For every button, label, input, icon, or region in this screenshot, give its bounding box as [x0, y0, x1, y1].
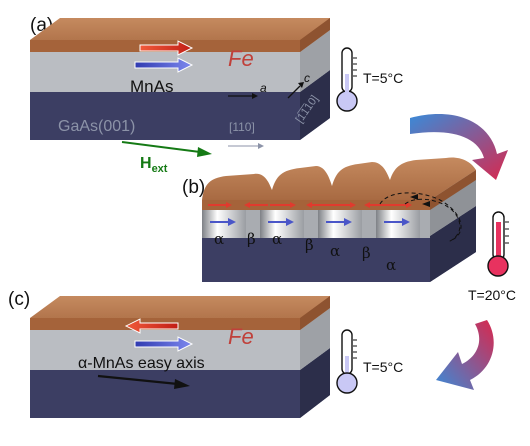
beta-stripe	[420, 200, 430, 238]
phase-label: α	[386, 256, 396, 274]
fe-label-a: Fe	[228, 46, 254, 71]
panel-a: (a) Fe MnAs a c GaAs(001) [110] [1̅1̅10]…	[30, 15, 403, 175]
temperature-label-c: T=5°C	[363, 359, 403, 375]
mnas-moment-arrow-a	[134, 57, 194, 73]
axis-c-label: c	[304, 71, 310, 85]
easy-axis-arrow	[97, 374, 179, 386]
fe-label-c: Fe	[228, 324, 254, 349]
panel-label-b: (b)	[182, 177, 205, 198]
panel-c: (c) Fe α-MnAs easy axis T=5°C	[8, 289, 403, 418]
gaas-substrate-b	[202, 206, 476, 282]
curved-arrow-icon	[410, 114, 508, 180]
fe-moment-arrow-c	[124, 318, 179, 334]
direction-110-label: [110]	[229, 120, 255, 134]
field-label: Hext	[140, 155, 168, 175]
thermometer-cold-icon	[336, 329, 358, 394]
gaas-label: GaAs(001)	[58, 118, 135, 135]
panel-label-c: (c)	[8, 289, 30, 310]
temperature-label-a: T=5°C	[363, 70, 403, 86]
axis-a-label: a	[260, 81, 267, 95]
phase-label: α	[330, 242, 340, 260]
flux-loop	[379, 192, 462, 241]
fe-moment-arrow-a	[139, 40, 194, 56]
flux-loop	[404, 198, 461, 243]
temperature-label-b: T=20°C	[468, 287, 516, 303]
phase-label: β	[362, 244, 371, 262]
curved-arrow-icon	[436, 320, 494, 390]
phase-label: β	[305, 236, 314, 254]
gaas-substrate-a	[30, 70, 330, 140]
panel-b: (b) α	[182, 157, 516, 303]
axis-c-arrow	[287, 85, 301, 99]
phase-label: α	[214, 230, 224, 248]
thermometer-hot-icon	[487, 211, 509, 277]
phase-label: β	[247, 230, 256, 248]
fe-layer-b	[202, 157, 476, 200]
thermometer-cold-icon	[336, 47, 358, 112]
mnas-label-a: MnAs	[130, 77, 173, 96]
field-arrow	[121, 141, 201, 153]
easy-axis-label: α-MnAs easy axis	[78, 355, 205, 372]
phase-label: α	[272, 230, 282, 248]
mnas-moment-arrow-c	[134, 336, 194, 352]
